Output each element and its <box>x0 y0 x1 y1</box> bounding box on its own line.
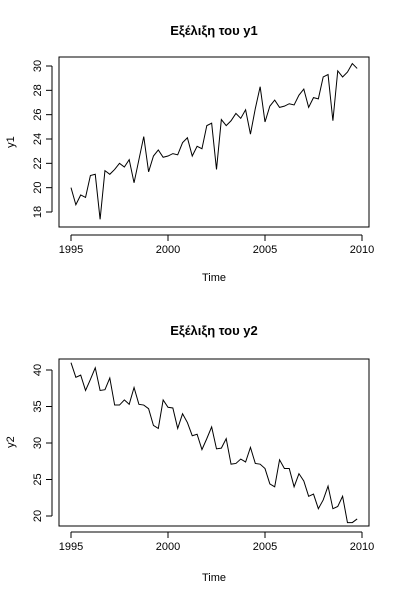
x-tick-label: 2000 <box>156 244 180 256</box>
panel-y2: Εξέλιξη του y2 y2 Time 1995 2000 2005 2010 … <box>5 323 374 584</box>
y-tick-label: 40 <box>32 364 44 376</box>
series-line <box>70 362 358 524</box>
y-tick-label: 22 <box>32 157 44 169</box>
y-tick-label: 30 <box>32 60 44 72</box>
x-axis: 1995 2000 2005 2010 <box>59 531 374 553</box>
x-axis: 1995 2000 2005 2010 <box>59 234 374 256</box>
y-tick-label: 25 <box>32 473 44 485</box>
series-line <box>70 62 358 220</box>
x-tick-label: 2000 <box>156 541 180 553</box>
y-axis-label: y1 <box>5 136 17 148</box>
y-tick-label: 20 <box>32 510 44 522</box>
y-tick-label: 35 <box>32 400 44 412</box>
y-axis: 20 25 30 35 40 <box>32 364 53 522</box>
plot-frame <box>58 358 370 527</box>
panel-y1: Εξέλιξη του y1 y1 Time 1995 2000 2005 2010 … <box>5 23 374 284</box>
x-tick-label: 2005 <box>253 244 277 256</box>
x-tick-label: 1995 <box>59 244 83 256</box>
y-tick-label: 24 <box>32 133 44 145</box>
y-tick-label: 18 <box>32 206 44 218</box>
y-axis-label: y2 <box>5 436 17 448</box>
y-tick-label: 28 <box>32 84 44 96</box>
y-tick-label: 30 <box>32 437 44 449</box>
x-tick-label: 1995 <box>59 541 83 553</box>
y-tick-label: 20 <box>32 182 44 194</box>
y-tick-label: 26 <box>32 109 44 121</box>
x-tick-label: 2010 <box>350 244 374 256</box>
x-tick-label: 2010 <box>350 541 374 553</box>
chart-title: Εξέλιξη του y2 <box>170 323 258 338</box>
x-axis-label: Time <box>202 572 226 584</box>
plot-frame <box>58 56 370 228</box>
y-axis: 18 20 22 24 26 28 30 <box>32 60 53 218</box>
x-tick-label: 2005 <box>253 541 277 553</box>
x-axis-label: Time <box>202 272 226 284</box>
chart-title: Εξέλιξη του y1 <box>170 23 258 38</box>
